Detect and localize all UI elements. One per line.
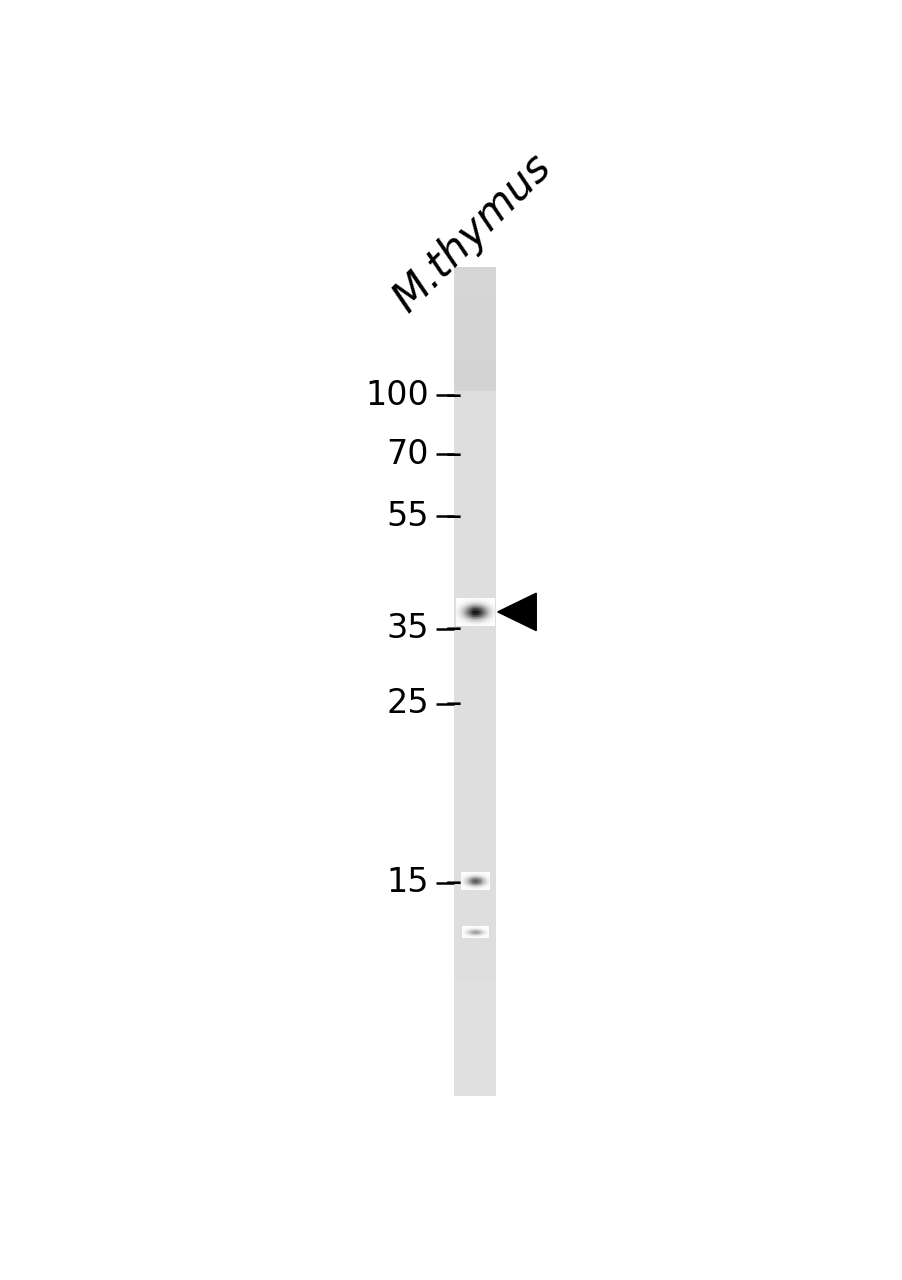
Bar: [454, 691, 496, 703]
Bar: [454, 878, 496, 888]
Text: –: –: [435, 438, 462, 471]
Bar: [454, 443, 496, 454]
Bar: [454, 815, 496, 827]
Bar: [454, 712, 496, 723]
Bar: [454, 463, 496, 475]
Bar: [454, 506, 496, 516]
Bar: [454, 940, 496, 951]
Bar: [454, 433, 496, 444]
Text: 70: 70: [386, 438, 428, 471]
Bar: [454, 1043, 496, 1055]
Text: 55: 55: [386, 499, 428, 532]
Bar: [454, 516, 496, 526]
Bar: [454, 474, 496, 485]
Bar: [454, 1053, 496, 1065]
Bar: [454, 557, 496, 568]
Bar: [454, 660, 496, 672]
Bar: [454, 608, 496, 620]
Bar: [454, 1023, 496, 1034]
Bar: [454, 618, 496, 630]
Bar: [454, 732, 496, 744]
Bar: [454, 1002, 496, 1012]
Bar: [454, 567, 496, 579]
Bar: [454, 650, 496, 662]
Bar: [454, 805, 496, 817]
Bar: [454, 640, 496, 650]
Bar: [454, 1084, 496, 1096]
Text: 100: 100: [365, 379, 428, 412]
Bar: [454, 577, 496, 589]
Bar: [454, 380, 496, 392]
Bar: [454, 453, 496, 465]
Text: 35: 35: [386, 612, 428, 645]
Bar: [454, 1033, 496, 1044]
Bar: [454, 785, 496, 796]
Bar: [454, 392, 496, 402]
Bar: [454, 795, 496, 806]
Bar: [454, 970, 496, 982]
Text: –: –: [435, 612, 462, 645]
Bar: [454, 1012, 496, 1024]
Bar: [454, 899, 496, 910]
Bar: [454, 402, 496, 413]
Bar: [454, 671, 496, 682]
Text: –: –: [435, 379, 462, 412]
Bar: [454, 681, 496, 692]
Bar: [454, 308, 496, 320]
Bar: [454, 588, 496, 599]
Bar: [454, 888, 496, 900]
Bar: [454, 1064, 496, 1075]
Bar: [454, 950, 496, 961]
Bar: [454, 1074, 496, 1085]
Bar: [454, 268, 496, 278]
Bar: [454, 547, 496, 558]
Bar: [454, 370, 496, 381]
Bar: [454, 826, 496, 837]
Bar: [454, 764, 496, 774]
Text: 25: 25: [386, 687, 428, 721]
Bar: [454, 919, 496, 931]
Bar: [454, 298, 496, 310]
Text: 15: 15: [386, 867, 428, 900]
Bar: [454, 329, 496, 340]
Bar: [454, 929, 496, 941]
Bar: [454, 991, 496, 1002]
Bar: [454, 288, 496, 300]
Text: M.thymus: M.thymus: [384, 145, 559, 320]
Text: –: –: [435, 867, 462, 900]
Bar: [454, 412, 496, 424]
Bar: [454, 422, 496, 434]
Bar: [454, 360, 496, 371]
Bar: [454, 909, 496, 920]
Text: –: –: [435, 499, 462, 532]
Text: –: –: [435, 687, 462, 721]
Bar: [454, 536, 496, 548]
Polygon shape: [497, 593, 536, 631]
Bar: [454, 774, 496, 786]
Bar: [454, 867, 496, 878]
Bar: [454, 836, 496, 847]
Bar: [454, 526, 496, 538]
Bar: [454, 722, 496, 733]
Bar: [454, 846, 496, 858]
Bar: [454, 856, 496, 868]
Bar: [454, 960, 496, 972]
Bar: [454, 278, 496, 288]
Bar: [454, 349, 496, 361]
Bar: [454, 598, 496, 609]
Bar: [454, 319, 496, 330]
Bar: [454, 630, 496, 640]
Bar: [454, 754, 496, 764]
Bar: [454, 484, 496, 495]
Bar: [454, 742, 496, 754]
Bar: [454, 701, 496, 713]
Bar: [454, 339, 496, 351]
Bar: [454, 980, 496, 992]
Bar: [454, 494, 496, 506]
